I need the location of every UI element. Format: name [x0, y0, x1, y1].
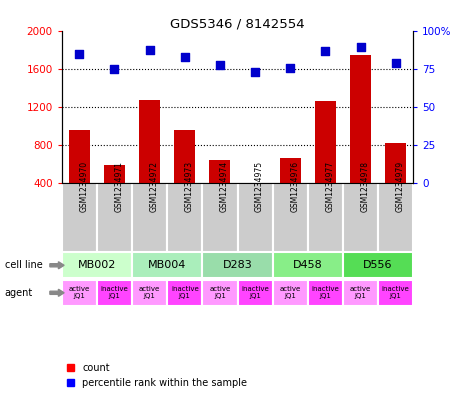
Text: active
JQ1: active JQ1: [139, 286, 160, 299]
Title: GDS5346 / 8142554: GDS5346 / 8142554: [170, 17, 305, 30]
Text: MB002: MB002: [78, 260, 116, 270]
Text: GSM1234979: GSM1234979: [396, 161, 405, 212]
FancyBboxPatch shape: [343, 252, 413, 279]
Text: active
JQ1: active JQ1: [280, 286, 301, 299]
Text: inactive
JQ1: inactive JQ1: [101, 286, 128, 299]
Point: [357, 44, 364, 50]
Text: inactive
JQ1: inactive JQ1: [171, 286, 199, 299]
Point: [76, 51, 83, 57]
Text: active
JQ1: active JQ1: [69, 286, 90, 299]
Bar: [139, 99, 160, 220]
FancyBboxPatch shape: [273, 279, 308, 306]
FancyBboxPatch shape: [238, 183, 273, 252]
Bar: [245, 193, 266, 220]
Point: [216, 62, 224, 68]
Text: active
JQ1: active JQ1: [209, 286, 230, 299]
FancyBboxPatch shape: [62, 183, 97, 252]
Text: GSM1234976: GSM1234976: [290, 161, 299, 212]
Text: inactive
JQ1: inactive JQ1: [382, 286, 409, 299]
Text: agent: agent: [5, 288, 33, 298]
FancyBboxPatch shape: [273, 183, 308, 252]
Bar: [104, 165, 125, 220]
Text: D283: D283: [223, 260, 252, 270]
FancyBboxPatch shape: [238, 279, 273, 306]
Point: [251, 69, 259, 75]
FancyBboxPatch shape: [97, 279, 132, 306]
Point: [146, 46, 153, 53]
Point: [392, 60, 399, 66]
Point: [322, 48, 329, 54]
Legend: count, percentile rank within the sample: count, percentile rank within the sample: [66, 363, 247, 388]
FancyBboxPatch shape: [273, 252, 343, 279]
Text: GSM1234970: GSM1234970: [79, 161, 88, 212]
Text: inactive
JQ1: inactive JQ1: [241, 286, 269, 299]
FancyBboxPatch shape: [378, 279, 413, 306]
Text: GSM1234978: GSM1234978: [361, 161, 370, 212]
Point: [286, 64, 294, 71]
Text: active
JQ1: active JQ1: [350, 286, 371, 299]
FancyBboxPatch shape: [343, 183, 378, 252]
Text: GSM1234974: GSM1234974: [220, 161, 229, 212]
Text: GSM1234971: GSM1234971: [114, 161, 124, 212]
FancyBboxPatch shape: [97, 183, 132, 252]
Text: GSM1234975: GSM1234975: [255, 161, 264, 212]
FancyBboxPatch shape: [343, 279, 378, 306]
FancyBboxPatch shape: [378, 183, 413, 252]
Text: GSM1234977: GSM1234977: [325, 161, 334, 212]
Point: [181, 54, 189, 60]
Text: D458: D458: [293, 260, 323, 270]
Point: [111, 66, 118, 72]
Text: D556: D556: [363, 260, 393, 270]
Bar: [69, 130, 90, 220]
Bar: [315, 101, 336, 220]
FancyBboxPatch shape: [202, 279, 238, 306]
FancyBboxPatch shape: [308, 279, 343, 306]
FancyBboxPatch shape: [202, 183, 238, 252]
FancyBboxPatch shape: [202, 252, 273, 279]
FancyBboxPatch shape: [132, 252, 202, 279]
Text: GSM1234973: GSM1234973: [185, 161, 194, 212]
FancyBboxPatch shape: [132, 183, 167, 252]
FancyBboxPatch shape: [62, 279, 97, 306]
Bar: [350, 55, 371, 220]
Text: cell line: cell line: [5, 260, 42, 270]
FancyBboxPatch shape: [167, 183, 202, 252]
FancyBboxPatch shape: [62, 252, 132, 279]
FancyBboxPatch shape: [132, 279, 167, 306]
FancyBboxPatch shape: [308, 183, 343, 252]
Text: inactive
JQ1: inactive JQ1: [312, 286, 339, 299]
Bar: [174, 130, 195, 220]
Bar: [280, 158, 301, 220]
Text: GSM1234972: GSM1234972: [150, 161, 159, 212]
Bar: [385, 143, 406, 220]
Text: MB004: MB004: [148, 260, 186, 270]
FancyBboxPatch shape: [167, 279, 202, 306]
Bar: [209, 160, 230, 220]
